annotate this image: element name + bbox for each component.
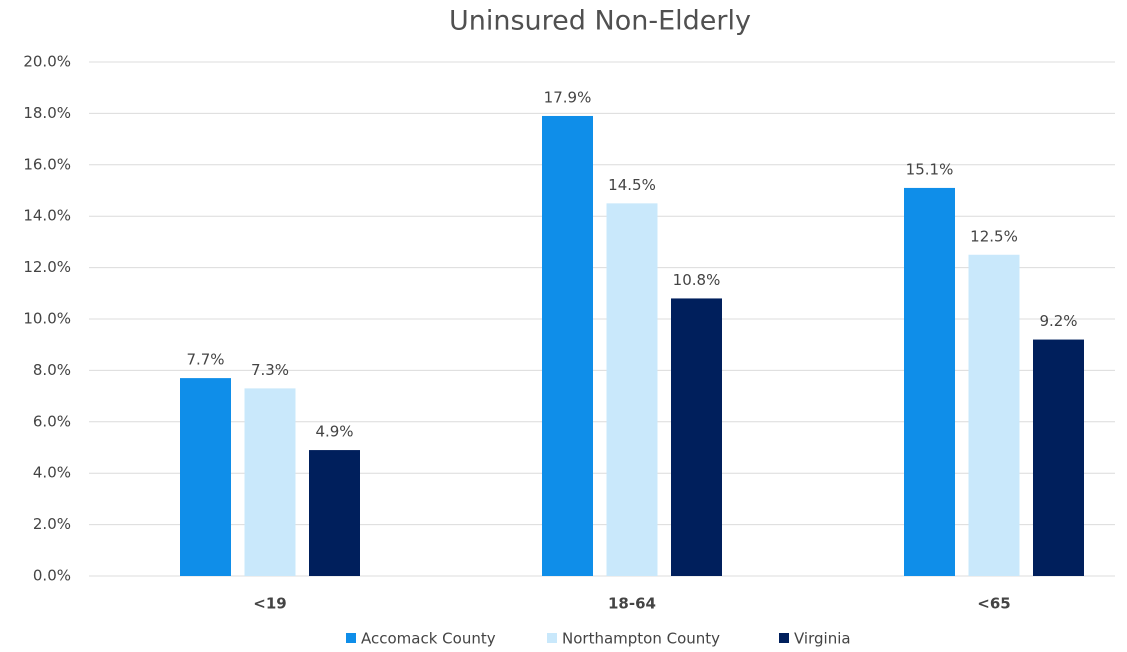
chart-title: Uninsured Non-Elderly (449, 6, 751, 37)
bar (309, 450, 360, 576)
y-tick-label: 8.0% (33, 361, 71, 379)
legend-label: Virginia (794, 630, 851, 648)
legend-swatch (547, 633, 557, 643)
bar (968, 254, 1020, 576)
legend-swatch (779, 633, 789, 643)
y-tick-label: 20.0% (23, 53, 71, 71)
x-tick-label: <65 (977, 595, 1010, 613)
x-tick-label: <19 (253, 595, 286, 613)
legend-label: Northampton County (562, 630, 720, 648)
data-label: 15.1% (906, 160, 954, 178)
data-label: 14.5% (608, 176, 656, 194)
data-label: 17.9% (544, 88, 592, 106)
data-label: 10.8% (673, 271, 721, 289)
y-tick-label: 0.0% (33, 567, 71, 585)
legend-label: Accomack County (361, 630, 496, 648)
y-tick-label: 18.0% (23, 104, 71, 122)
y-tick-label: 10.0% (23, 310, 71, 328)
bar (606, 203, 658, 576)
data-label: 7.7% (186, 351, 224, 369)
y-tick-label: 2.0% (33, 515, 71, 533)
bar (904, 187, 955, 576)
data-label: 4.9% (315, 423, 353, 441)
bar (542, 115, 593, 576)
y-tick-label: 12.0% (23, 258, 71, 276)
data-label: 9.2% (1039, 312, 1077, 330)
data-label: 12.5% (970, 227, 1018, 245)
legend-swatch (346, 633, 356, 643)
bar (244, 388, 296, 576)
bar (671, 298, 722, 576)
y-tick-label: 14.0% (23, 207, 71, 225)
bar (1033, 339, 1084, 576)
x-tick-label: 18-64 (608, 595, 656, 613)
y-tick-label: 16.0% (23, 155, 71, 173)
y-tick-label: 4.0% (33, 464, 71, 482)
y-tick-label: 6.0% (33, 412, 71, 430)
data-label: 7.3% (251, 361, 289, 379)
bar (180, 378, 231, 576)
